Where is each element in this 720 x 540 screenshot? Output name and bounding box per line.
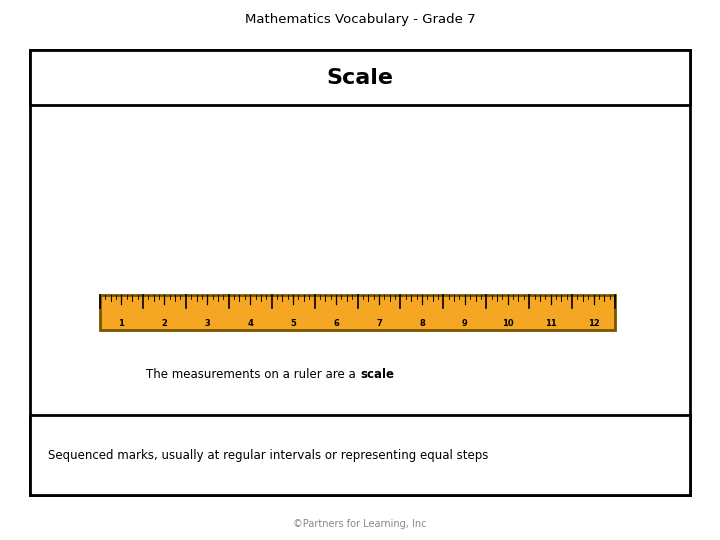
- Bar: [30, 50, 690, 495]
- Text: scale: scale: [360, 368, 394, 381]
- Text: 5: 5: [290, 319, 296, 327]
- Text: The measurements on a ruler are a: The measurements on a ruler are a: [146, 368, 360, 381]
- Text: Mathematics Vocabulary - Grade 7: Mathematics Vocabulary - Grade 7: [245, 14, 475, 26]
- Text: Sequenced marks, usually at regular intervals or representing equal steps: Sequenced marks, usually at regular inte…: [48, 449, 488, 462]
- Bar: [30, 415, 690, 495]
- Text: 7: 7: [376, 319, 382, 327]
- Text: 6: 6: [333, 319, 339, 327]
- Text: 10: 10: [502, 319, 513, 327]
- Text: 11: 11: [545, 319, 557, 327]
- Text: 2: 2: [161, 319, 167, 327]
- Text: 9: 9: [462, 319, 468, 327]
- Text: 12: 12: [588, 319, 600, 327]
- Text: 8: 8: [419, 319, 425, 327]
- Text: 1: 1: [119, 319, 125, 327]
- Bar: [30, 50, 690, 105]
- Text: 4: 4: [247, 319, 253, 327]
- Bar: [100, 295, 615, 330]
- Text: Scale: Scale: [326, 68, 394, 87]
- Text: ©Partners for Learning, Inc: ©Partners for Learning, Inc: [293, 519, 427, 529]
- Text: 3: 3: [204, 319, 210, 327]
